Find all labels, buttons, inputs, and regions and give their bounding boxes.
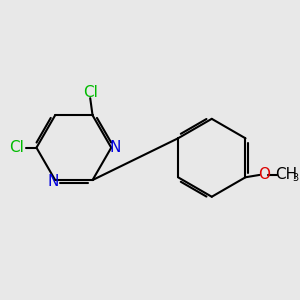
Text: 3: 3 [292,173,298,183]
Text: CH: CH [275,167,297,182]
Text: Cl: Cl [9,140,24,155]
Text: N: N [110,140,121,155]
Text: Cl: Cl [83,85,98,100]
Text: O: O [258,167,270,182]
Text: N: N [48,174,59,189]
